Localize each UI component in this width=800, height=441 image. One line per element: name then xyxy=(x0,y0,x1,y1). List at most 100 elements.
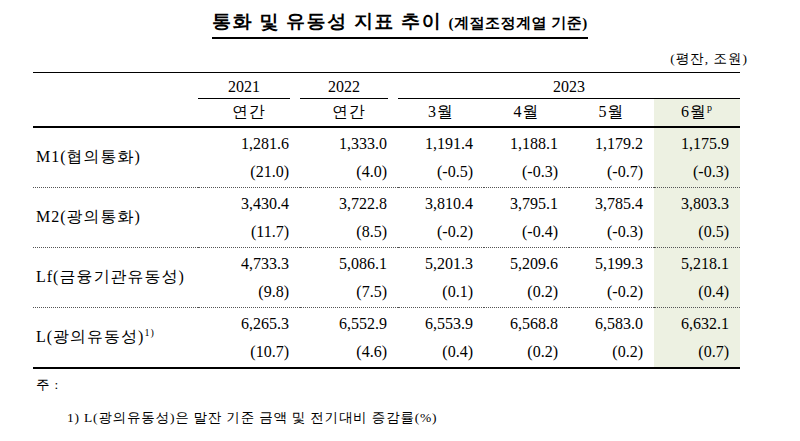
cell-pct: (-0.3) xyxy=(654,158,729,187)
cell-value: 5,201.3 xyxy=(398,248,473,278)
footnote-1: 1) L(광의유동성)은 말잔 기준 금액 및 전기대비 증감률(%) xyxy=(67,408,437,428)
page-title-main: 통화 및 유동성 지표 추이 xyxy=(212,11,442,32)
row-label-lf: Lf(금융기관유동성) xyxy=(33,248,198,308)
cell-pct: (-0.3) xyxy=(484,158,558,187)
cell-pct: (7.5) xyxy=(300,278,387,307)
table-row-m2: M2(광의통화) 3,430.4 (11.7) 3,722.8 (8.5) 3,… xyxy=(33,188,740,248)
period-header-mar: 3월 xyxy=(398,99,484,127)
cell-value: 1,281.6 xyxy=(198,128,289,158)
table-cell: 5,209.6 (0.2) xyxy=(484,248,569,308)
cell-pct: (0.2) xyxy=(484,278,558,307)
cell-pct: (10.7) xyxy=(198,338,289,367)
table-row-lf: Lf(금융기관유동성) 4,733.3 (9.8) 5,086.1 (7.5) … xyxy=(33,248,740,308)
period-header-apr: 4월 xyxy=(484,99,569,127)
row-label-m1: M1(협의통화) xyxy=(33,127,198,188)
cell-value: 3,785.4 xyxy=(569,188,643,218)
cell-value: 4,733.3 xyxy=(198,248,289,278)
cell-value: 3,722.8 xyxy=(300,188,387,218)
table-cell: 3,810.4 (-0.2) xyxy=(398,188,484,248)
page-title: 통화 및 유동성 지표 추이 (계절조정계열 기준) xyxy=(212,9,588,39)
cell-pct: (-0.5) xyxy=(398,158,473,187)
table-cell: 1,179.2 (-0.7) xyxy=(569,127,654,188)
cell-pct: (21.0) xyxy=(198,158,289,187)
cell-value: 1,333.0 xyxy=(300,128,387,158)
cell-value: 1,179.2 xyxy=(569,128,643,158)
cell-value: 3,795.1 xyxy=(484,188,558,218)
cell-value: 5,199.3 xyxy=(569,248,643,278)
cell-pct: (-0.2) xyxy=(569,278,643,307)
cell-pct: (-0.4) xyxy=(484,218,558,247)
cell-pct: (0.7) xyxy=(654,338,729,367)
table-cell: 1,281.6 (21.0) xyxy=(198,127,300,188)
cell-value: 3,810.4 xyxy=(398,188,473,218)
table-cell: 6,265.3 (10.7) xyxy=(198,308,300,369)
year-header-2023: 2023 xyxy=(398,73,740,100)
year-header-2022: 2022 xyxy=(300,73,398,100)
footnote-ref-superscript: 1) xyxy=(144,327,154,338)
table-cell: 1,191.4 (-0.5) xyxy=(398,127,484,188)
period-header-row: 연간 연간 3월 4월 5월 6월p xyxy=(33,99,740,127)
cell-value: 5,218.1 xyxy=(654,248,729,278)
period-header-jun-preliminary: 6월p xyxy=(654,99,740,127)
table-cell: 5,201.3 (0.1) xyxy=(398,248,484,308)
table-row-l: L(광의유동성)1) 6,265.3 (10.7) 6,552.9 (4.6) … xyxy=(33,308,740,369)
cell-value: 5,086.1 xyxy=(300,248,387,278)
cell-value: 5,209.6 xyxy=(484,248,558,278)
cell-pct: (-0.2) xyxy=(398,218,473,247)
cell-pct: (4.6) xyxy=(300,338,387,367)
row-label-text: L(광의유동성) xyxy=(36,328,144,345)
footnotes: 주 : 1) L(광의유동성)은 말잔 기준 금액 및 전기대비 증감률(%) … xyxy=(36,376,800,441)
cell-value: 3,430.4 xyxy=(198,188,289,218)
row-label-text: M1(협의통화) xyxy=(36,148,141,165)
year-header-2021: 2021 xyxy=(198,73,300,100)
table-cell-highlighted: 1,175.9 (-0.3) xyxy=(654,127,740,188)
row-label-l: L(광의유동성)1) xyxy=(33,308,198,369)
table-cell-highlighted: 5,218.1 (0.4) xyxy=(654,248,740,308)
cell-value: 6,552.9 xyxy=(300,308,387,338)
cell-pct: (8.5) xyxy=(300,218,387,247)
title-wrap: 통화 및 유동성 지표 추이 (계절조정계열 기준) xyxy=(0,0,800,39)
table-cell: 5,199.3 (-0.2) xyxy=(569,248,654,308)
cell-pct: (0.2) xyxy=(569,338,643,367)
table-cell: 3,795.1 (-0.4) xyxy=(484,188,569,248)
table-cell: 3,430.4 (11.7) xyxy=(198,188,300,248)
cell-pct: (0.1) xyxy=(398,278,473,307)
corner-cell xyxy=(33,99,198,127)
table-cell-highlighted: 3,803.3 (0.5) xyxy=(654,188,740,248)
row-label-m2: M2(광의통화) xyxy=(33,188,198,248)
corner-cell xyxy=(33,73,198,100)
year-label: 2021 xyxy=(198,73,290,99)
cell-value: 1,175.9 xyxy=(654,128,729,158)
cell-pct: (0.2) xyxy=(484,338,558,367)
table-cell: 1,188.1 (-0.3) xyxy=(484,127,569,188)
table-cell: 6,553.9 (0.4) xyxy=(398,308,484,369)
cell-pct: (0.5) xyxy=(654,218,729,247)
year-label: 2023 xyxy=(398,73,740,99)
table-cell: 3,722.8 (8.5) xyxy=(300,188,398,248)
cell-value: 6,583.0 xyxy=(569,308,643,338)
preliminary-superscript: p xyxy=(707,102,713,113)
cell-pct: (-0.7) xyxy=(569,158,643,187)
footnote-prefix: 주 : xyxy=(36,376,59,441)
year-header-row: 2021 2022 2023 xyxy=(33,73,740,100)
page-title-sub: (계절조정계열 기준) xyxy=(449,15,588,31)
cell-pct: (9.8) xyxy=(198,278,289,307)
table-cell-highlighted: 6,632.1 (0.7) xyxy=(654,308,740,369)
page: 통화 및 유동성 지표 추이 (계절조정계열 기준) (평잔, 조원) 2021… xyxy=(0,0,800,441)
row-label-text: Lf(금융기관유동성) xyxy=(36,268,185,285)
cell-value: 6,632.1 xyxy=(654,308,729,338)
cell-pct: (0.4) xyxy=(398,338,473,367)
indicator-table: 2021 2022 2023 연간 연간 3월 4월 5월 6월p xyxy=(33,72,740,369)
year-label: 2022 xyxy=(300,73,388,99)
footnote-lines: 1) L(광의유동성)은 말잔 기준 금액 및 전기대비 증감률(%) 2) (… xyxy=(67,376,437,441)
table-row-m1: M1(협의통화) 1,281.6 (21.0) 1,333.0 (4.0) 1,… xyxy=(33,127,740,188)
period-header-annual-2021: 연간 xyxy=(198,99,300,127)
table-cell: 6,552.9 (4.6) xyxy=(300,308,398,369)
table-cell: 6,583.0 (0.2) xyxy=(569,308,654,369)
cell-pct: (-0.3) xyxy=(569,218,643,247)
table-cell: 1,333.0 (4.0) xyxy=(300,127,398,188)
period-header-may: 5월 xyxy=(569,99,654,127)
cell-value: 6,553.9 xyxy=(398,308,473,338)
table-header: 2021 2022 2023 연간 연간 3월 4월 5월 6월p xyxy=(33,73,740,128)
cell-value: 6,568.8 xyxy=(484,308,558,338)
